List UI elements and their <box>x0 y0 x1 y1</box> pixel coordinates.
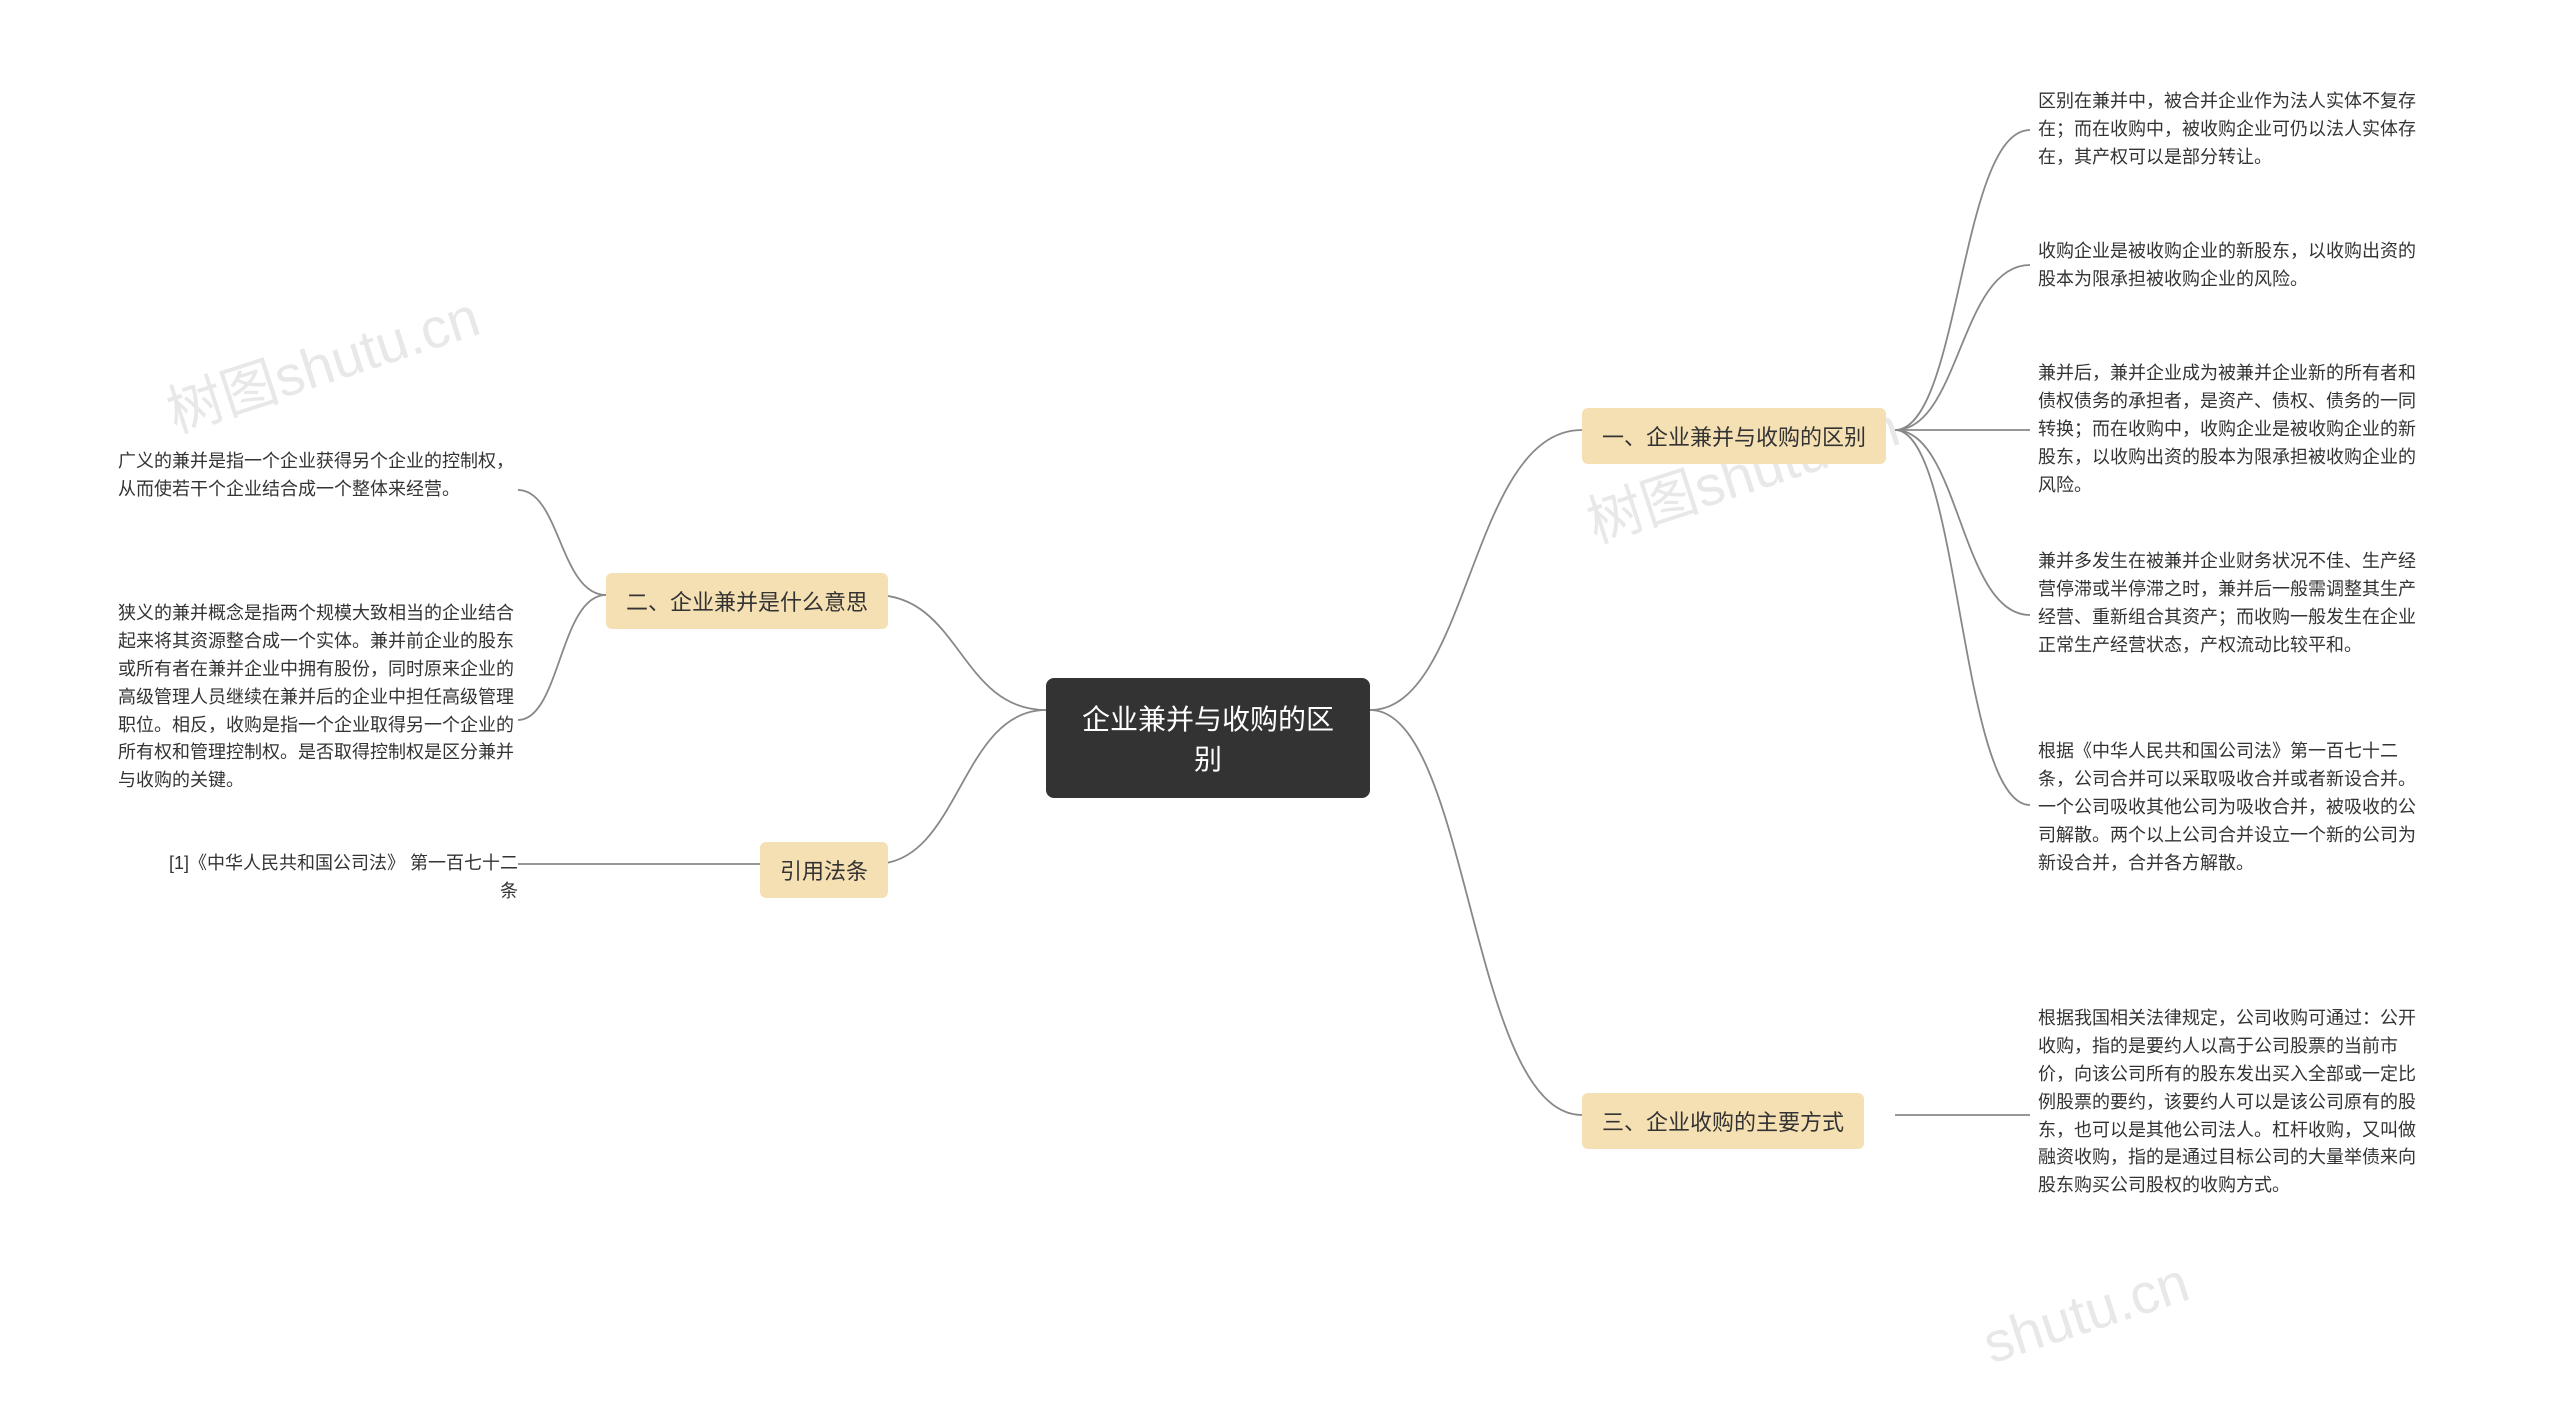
leaf-text: 兼并后，兼并企业成为被兼并企业新的所有者和债权债务的承担者，是资产、债权、债务的… <box>2038 363 2416 495</box>
branch-3: 三、企业收购的主要方式 <box>1582 1093 1864 1149</box>
watermark: 树图shutu.cn <box>155 272 488 449</box>
center-node: 企业兼并与收购的区别 <box>1046 678 1370 798</box>
branch-1: 一、企业兼并与收购的区别 <box>1582 408 1886 464</box>
branch-label: 二、企业兼并是什么意思 <box>626 590 868 615</box>
branch-label: 一、企业兼并与收购的区别 <box>1602 425 1866 450</box>
center-title: 企业兼并与收购的区别 <box>1082 704 1334 775</box>
leaf-b3-1: 根据我国相关法律规定，公司收购可通过：公开收购，指的是要约人以高于公司股票的当前… <box>2038 1005 2428 1200</box>
leaf-b1-2: 收购企业是被收购企业的新股东，以收购出资的股本为限承担被收购企业的风险。 <box>2038 238 2428 294</box>
leaf-b1-4: 兼并多发生在被兼并企业财务状况不佳、生产经营停滞或半停滞之时，兼并后一般需调整其… <box>2038 548 2428 660</box>
branch-2: 二、企业兼并是什么意思 <box>606 573 888 629</box>
branch-label: 引用法条 <box>780 859 868 884</box>
leaf-b1-3: 兼并后，兼并企业成为被兼并企业新的所有者和债权债务的承担者，是资产、债权、债务的… <box>2038 360 2428 499</box>
leaf-b1-5: 根据《中华人民共和国公司法》第一百七十二条，公司合并可以采取吸收合并或者新设合并… <box>2038 738 2428 877</box>
leaf-text: 兼并多发生在被兼并企业财务状况不佳、生产经营停滞或半停滞之时，兼并后一般需调整其… <box>2038 551 2416 655</box>
leaf-text: [1]《中华人民共和国公司法》 第一百七十二条 <box>169 853 518 901</box>
leaf-text: 收购企业是被收购企业的新股东，以收购出资的股本为限承担被收购企业的风险。 <box>2038 241 2416 289</box>
leaf-text: 根据《中华人民共和国公司法》第一百七十二条，公司合并可以采取吸收合并或者新设合并… <box>2038 741 2416 873</box>
leaf-text: 根据我国相关法律规定，公司收购可通过：公开收购，指的是要约人以高于公司股票的当前… <box>2038 1008 2416 1195</box>
leaf-b2-2: 狭义的兼并概念是指两个规模大致相当的企业结合起来将其资源整合成一个实体。兼并前企… <box>118 600 518 795</box>
leaf-b1-1: 区别在兼并中，被合并企业作为法人实体不复存在；而在收购中，被收购企业可仍以法人实… <box>2038 88 2428 172</box>
branch-4: 引用法条 <box>760 842 888 898</box>
leaf-b2-1: 广义的兼并是指一个企业获得另个企业的控制权，从而使若干个企业结合成一个整体来经营… <box>118 448 518 504</box>
leaf-b4-1: [1]《中华人民共和国公司法》 第一百七十二条 <box>158 850 518 906</box>
branch-label: 三、企业收购的主要方式 <box>1602 1110 1844 1135</box>
leaf-text: 狭义的兼并概念是指两个规模大致相当的企业结合起来将其资源整合成一个实体。兼并前企… <box>118 603 514 790</box>
watermark: shutu.cn <box>1975 1249 2196 1376</box>
leaf-text: 广义的兼并是指一个企业获得另个企业的控制权，从而使若干个企业结合成一个整体来经营… <box>118 451 514 499</box>
leaf-text: 区别在兼并中，被合并企业作为法人实体不复存在；而在收购中，被收购企业可仍以法人实… <box>2038 91 2416 167</box>
